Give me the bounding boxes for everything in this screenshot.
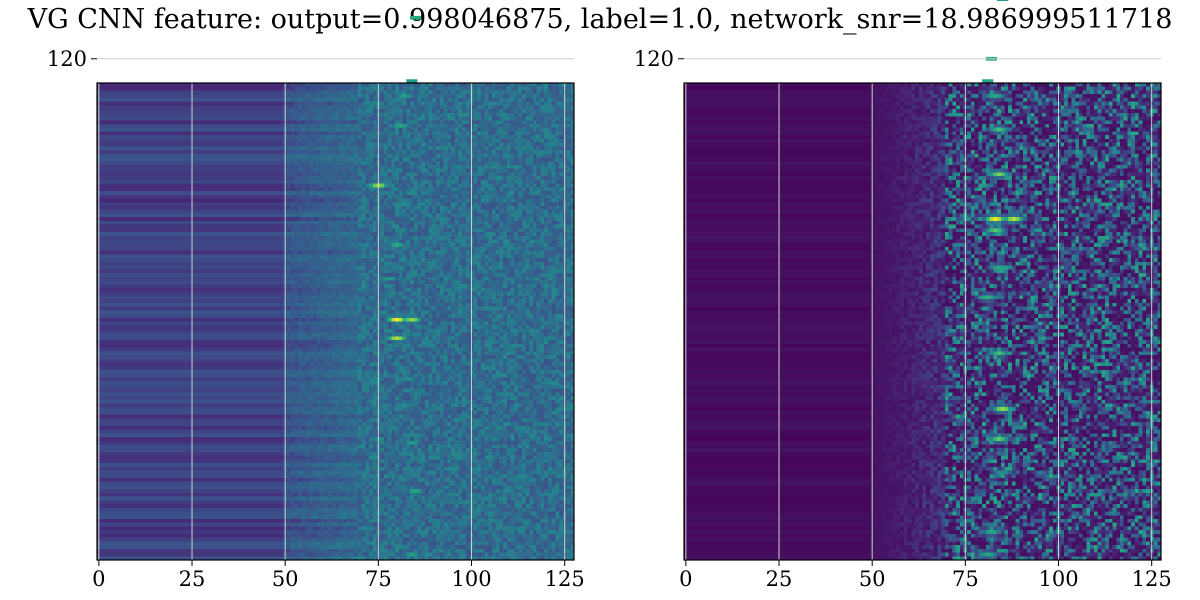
x-tick-label: 0 bbox=[92, 567, 105, 591]
x-tick-label: 75 bbox=[365, 567, 392, 591]
x-tick-label: 25 bbox=[179, 567, 206, 591]
heatmap-hotspot-12 bbox=[997, 0, 1009, 2]
x-tick-label: 50 bbox=[272, 567, 299, 591]
x-tick-label: 100 bbox=[1038, 567, 1078, 591]
axes-frame bbox=[683, 82, 1162, 561]
heatmap-hotspot-14 bbox=[982, 79, 994, 83]
heatmap-panel-1: 0255075100125020406080100120 bbox=[47, 15, 585, 591]
x-tick-label: 125 bbox=[545, 567, 585, 591]
heatmap-panel-2: 0255075100125020406080100120 bbox=[634, 0, 1172, 591]
x-tick-label: 125 bbox=[1132, 567, 1172, 591]
x-tick-label: 0 bbox=[679, 567, 692, 591]
y-tick-label: 120 bbox=[47, 47, 87, 71]
heatmap-cells bbox=[97, 83, 574, 560]
x-tick-label: 25 bbox=[766, 567, 793, 591]
x-tick-label: 100 bbox=[451, 567, 491, 591]
axes-frame bbox=[96, 82, 575, 561]
heatmap-cells bbox=[684, 83, 1161, 560]
heatmap-hotspot-14 bbox=[410, 15, 422, 20]
y-tick-label: 120 bbox=[634, 47, 674, 71]
x-tick-label: 75 bbox=[952, 567, 979, 591]
x-tick-label: 50 bbox=[859, 567, 886, 591]
heatmap-hotspot-15 bbox=[406, 79, 418, 83]
figure-title: VG CNN feature: output=0.998046875, labe… bbox=[27, 4, 1173, 35]
